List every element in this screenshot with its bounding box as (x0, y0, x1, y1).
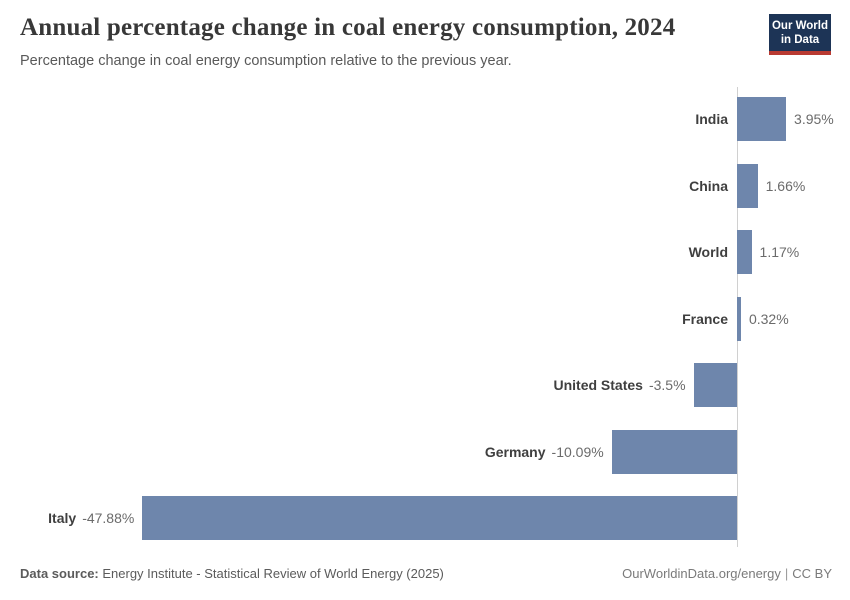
bar-row: Germany -10.09% (0, 429, 850, 474)
country-value-label-group: Italy -47.88% (48, 496, 134, 540)
owid-logo-line1: Our World (771, 20, 828, 32)
chart-title: Annual percentage change in coal energy … (20, 14, 676, 41)
owid-url: OurWorldinData.org/energy (622, 566, 781, 581)
value-label: 3.95% (794, 111, 834, 127)
country-label: France (682, 310, 728, 327)
bar-row: Italy -47.88% (0, 496, 850, 540)
bar-france[interactable] (737, 296, 741, 341)
bar-row: China 1.66% (0, 163, 850, 208)
country-value-label-group: Germany -10.09% (485, 430, 604, 474)
value-label: 0.32% (748, 310, 789, 327)
bar-world[interactable] (737, 230, 752, 274)
bar-row: United States -3.5% (0, 363, 850, 407)
bar-row: India 3.95% (0, 97, 850, 141)
country-label: United States (553, 377, 643, 393)
value-label: -3.5% (648, 377, 686, 393)
footer-attribution: OurWorldinData.org/energy | CC BY (622, 566, 832, 581)
country-label: Italy (48, 510, 77, 526)
value-label: -47.88% (82, 510, 135, 526)
data-source-note: Data source: Energy Institute - Statisti… (20, 566, 444, 581)
chart-footer: Data source: Energy Institute - Statisti… (20, 566, 832, 581)
license-label: CC BY (792, 566, 832, 581)
value-label: 1.66% (765, 177, 806, 194)
country-value-label-group: United States -3.5% (553, 363, 685, 407)
owid-logo-line2: in Data (780, 34, 820, 46)
country-label: China (689, 177, 728, 194)
country-label: World (688, 244, 728, 260)
bar-china[interactable] (737, 163, 758, 208)
owid-logo: Our World in Data (769, 14, 831, 55)
value-label: 1.17% (759, 244, 800, 260)
footer-separator: | (784, 566, 789, 581)
data-source-label: Data source: (20, 566, 99, 581)
bar-germany[interactable] (611, 429, 737, 474)
data-source-text: Energy Institute - Statistical Review of… (98, 566, 444, 581)
bar-italy[interactable] (142, 496, 737, 540)
bar-row: France 0.32% (0, 296, 850, 341)
chart-subtitle: Percentage change in coal energy consump… (20, 53, 512, 69)
country-label: Germany (484, 443, 546, 460)
country-label: India (695, 111, 728, 127)
bar-india[interactable] (737, 97, 787, 141)
value-label: -10.09% (551, 443, 604, 460)
bar-row: World 1.17% (0, 230, 850, 274)
bar-united-states[interactable] (693, 363, 737, 407)
